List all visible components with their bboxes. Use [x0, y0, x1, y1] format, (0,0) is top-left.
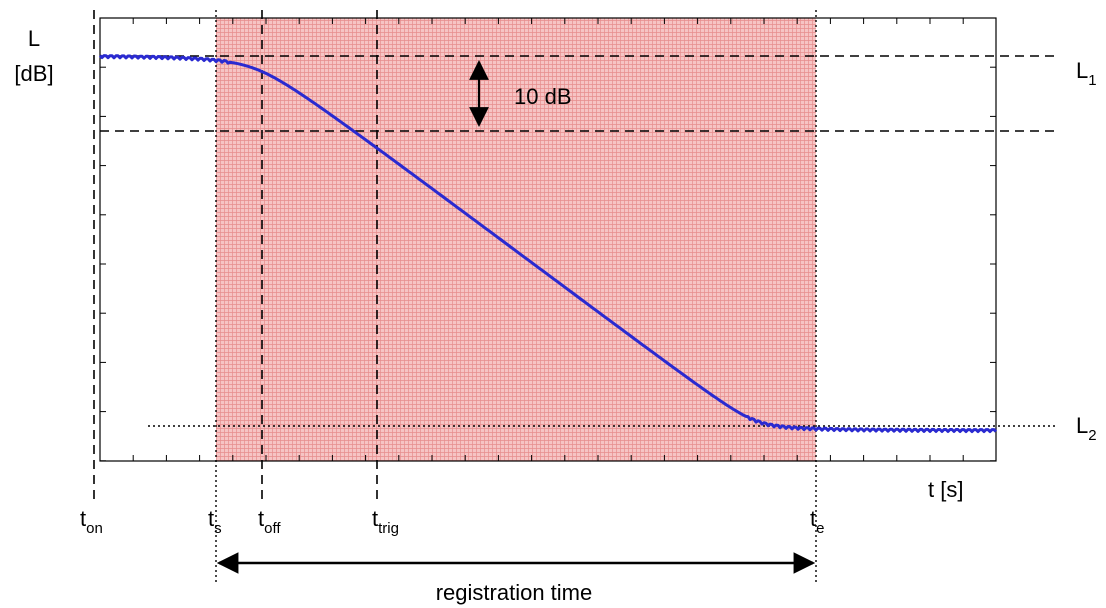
- t-trig-sub: trig: [378, 520, 399, 537]
- y-axis-label-unit: [dB]: [14, 61, 53, 86]
- axis-ticks: [99, 17, 996, 462]
- level-l1-label: L1: [1076, 58, 1097, 89]
- t-e-sub: e: [816, 520, 824, 537]
- t-off-sub: off: [264, 520, 281, 537]
- t-off-main: t: [258, 506, 264, 531]
- t-s-label: ts: [208, 506, 222, 537]
- t-trig-main: t: [372, 506, 378, 531]
- delta-label: 10 dB: [514, 84, 572, 109]
- level-l2-main: L: [1076, 413, 1088, 438]
- t-off-label: toff: [258, 506, 281, 537]
- t-s-sub: s: [214, 520, 222, 537]
- plot-frame: [99, 17, 997, 462]
- level-l1-main: L: [1076, 58, 1088, 83]
- x-axis-label: t [s]: [928, 477, 963, 502]
- t-on-label: ton: [80, 506, 103, 537]
- t-e-main: t: [810, 506, 816, 531]
- decay-curve: [98, 54, 998, 434]
- t-on-main: t: [80, 506, 86, 531]
- t-e-label: te: [810, 506, 824, 537]
- t-s-main: t: [208, 506, 214, 531]
- registration-window: [216, 18, 816, 461]
- level-l2-label: L2: [1076, 413, 1097, 444]
- t-trig-label: ttrig: [372, 506, 399, 537]
- t-on-sub: on: [86, 520, 103, 537]
- registration-label: registration time: [436, 580, 593, 605]
- y-axis-label-symbol: L: [28, 26, 40, 51]
- level-l1-sub: 1: [1088, 72, 1096, 89]
- level-l2-sub: 2: [1088, 427, 1096, 444]
